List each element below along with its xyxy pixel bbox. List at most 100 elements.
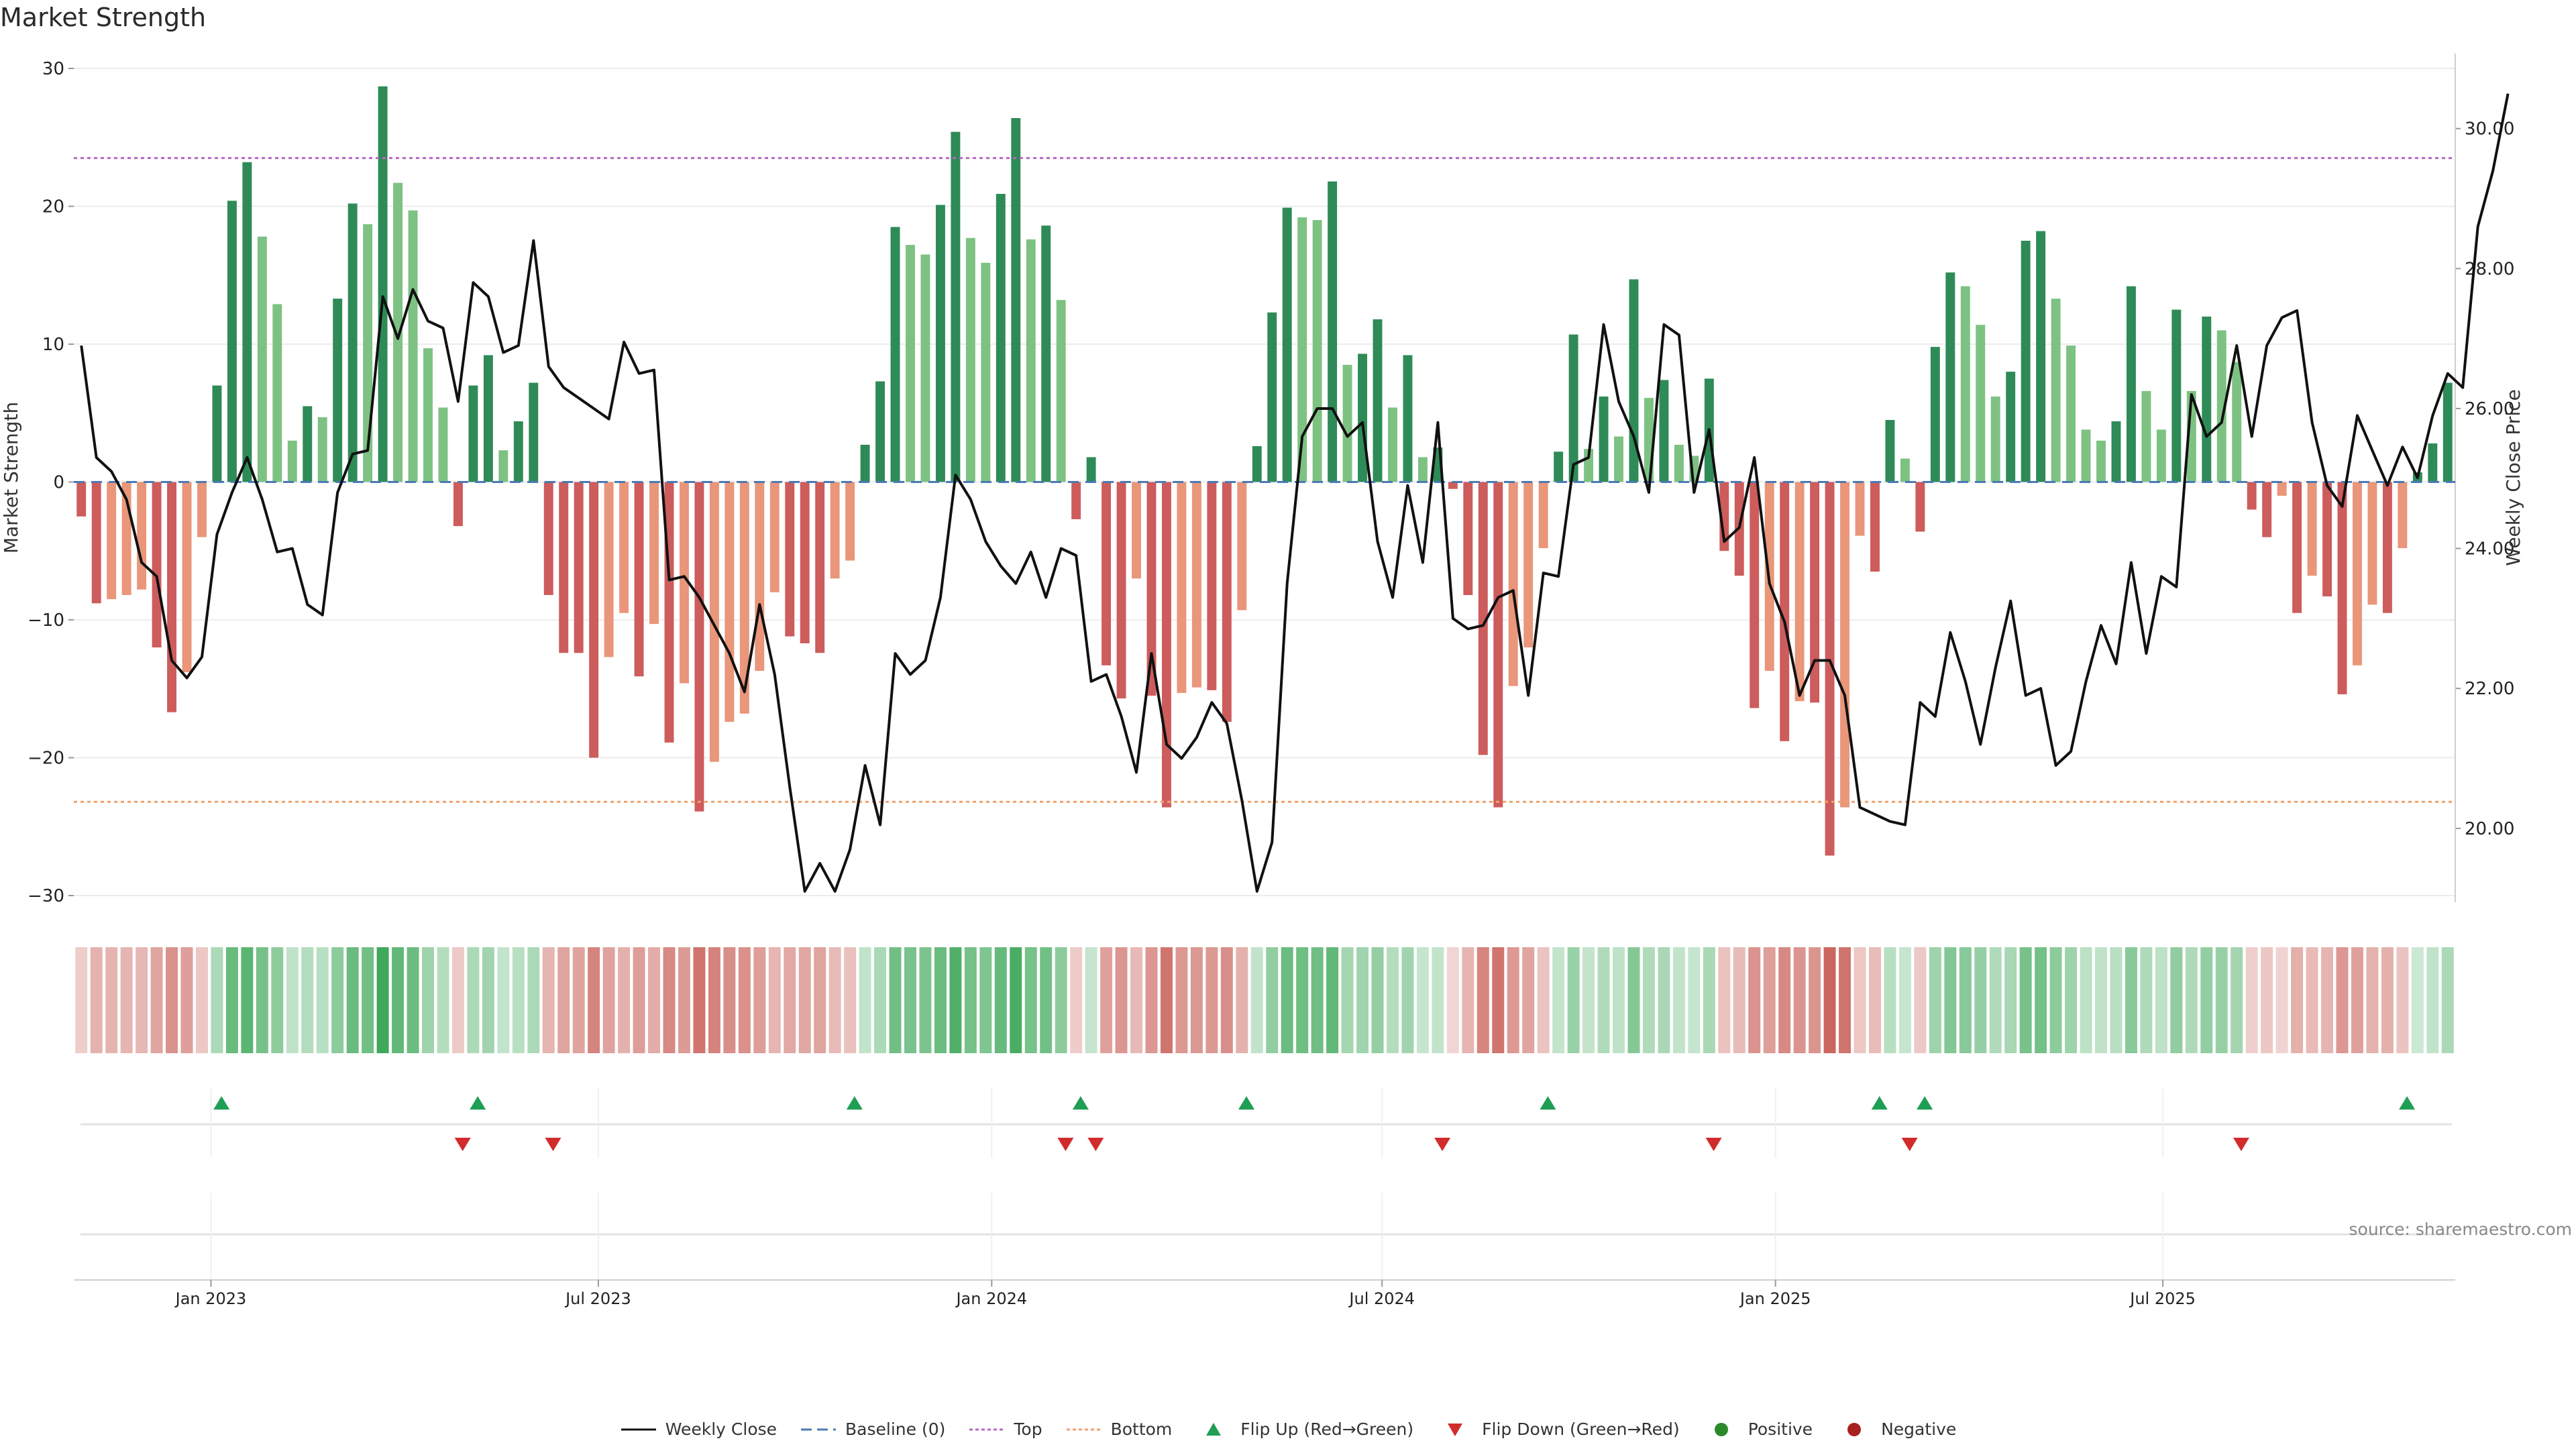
- flip-down-marker: [1705, 1138, 1722, 1151]
- strength-bar: [724, 482, 735, 722]
- heat-cell: [120, 947, 133, 1053]
- heat-cell: [1220, 947, 1233, 1053]
- heat-cell: [1507, 947, 1519, 1053]
- strength-bar: [951, 131, 961, 482]
- heat-cell: [2336, 947, 2349, 1053]
- weekly-close-series: [80, 93, 2510, 893]
- strength-bar: [1960, 286, 1970, 482]
- reference-lines: [74, 157, 2455, 803]
- strength-bar: [1132, 482, 1141, 579]
- x-tick-label: Jan 2025: [1739, 1289, 1811, 1308]
- heat-cell: [211, 947, 223, 1053]
- heat-cell: [557, 947, 570, 1053]
- heat-cell: [1898, 947, 1911, 1053]
- strength-bar: [1750, 482, 1760, 708]
- heat-cell: [542, 947, 555, 1053]
- heat-cell: [588, 947, 600, 1053]
- flip-down-marker: [1057, 1138, 1074, 1151]
- heat-cell: [1793, 947, 1806, 1053]
- strength-bar: [333, 299, 343, 482]
- heat-cell: [451, 947, 464, 1053]
- legend-label: Baseline (0): [845, 1419, 946, 1439]
- strength-bar: [303, 406, 313, 482]
- heat-cell: [376, 947, 389, 1053]
- strength-bar: [619, 482, 629, 613]
- heat-cell: [2261, 947, 2273, 1053]
- x-tick-label: Jan 2024: [955, 1289, 1027, 1308]
- heat-cell: [225, 947, 238, 1053]
- strength-bar: [2428, 443, 2438, 482]
- strength-bar: [438, 407, 448, 482]
- heat-cell: [2080, 947, 2092, 1053]
- heat-cell: [1839, 947, 1851, 1053]
- heat-cell: [1432, 947, 1444, 1053]
- legend-symbol-shape: [1448, 1423, 1463, 1436]
- heat-cell: [663, 947, 676, 1053]
- strength-bar: [2066, 345, 2076, 482]
- heat-cell: [1236, 947, 1248, 1053]
- strength-bar: [2051, 299, 2061, 482]
- strength-bar: [1463, 482, 1473, 596]
- heat-cell: [2065, 947, 2078, 1053]
- strength-bar: [272, 304, 282, 482]
- heat-cell: [1010, 947, 1022, 1053]
- strength-bar: [1870, 482, 1880, 572]
- heat-cell: [2366, 947, 2379, 1053]
- strength-bar: [709, 482, 719, 762]
- strength-bar: [2262, 482, 2272, 537]
- legend-symbol: [1847, 1422, 1862, 1436]
- legend-symbol: [1206, 1422, 1222, 1436]
- strength-bar: [2443, 382, 2453, 482]
- heat-cell: [633, 947, 645, 1053]
- heat-cell: [1115, 947, 1128, 1053]
- legend-item: Negative: [1835, 1419, 1956, 1439]
- strength-bar: [1403, 355, 1413, 482]
- heat-cell: [2275, 947, 2288, 1053]
- heat-cell: [1281, 947, 1293, 1053]
- heat-cell: [1733, 947, 1746, 1053]
- strength-bar: [1056, 300, 1066, 482]
- heat-cell: [2396, 947, 2409, 1053]
- heat-cell: [768, 947, 781, 1053]
- heat-cell: [2004, 947, 2017, 1053]
- strength-bar: [1614, 436, 1623, 482]
- strength-bars: [76, 86, 2453, 856]
- strength-bar: [1388, 407, 1397, 482]
- strength-bar: [1086, 457, 1096, 482]
- strength-bar: [1855, 482, 1865, 536]
- strength-bar: [769, 482, 780, 592]
- heat-cell: [1492, 947, 1505, 1053]
- strength-bar: [1191, 482, 1201, 688]
- heat-cell: [1974, 947, 1987, 1053]
- strength-bar: [1146, 482, 1157, 696]
- strength-bar: [1041, 225, 1051, 482]
- strength-bar: [529, 382, 539, 482]
- heat-cell: [889, 947, 902, 1053]
- strength-bar: [860, 445, 870, 482]
- heat-cell: [1763, 947, 1776, 1053]
- strength-bar: [453, 482, 463, 527]
- heat-cell: [1386, 947, 1399, 1053]
- left-tick-label: −10: [28, 610, 64, 631]
- y-axis-label-right: Weekly Close Price: [2502, 389, 2524, 566]
- strength-bar: [1358, 354, 1368, 482]
- heat-cell: [1522, 947, 1535, 1053]
- heat-cell: [286, 947, 299, 1053]
- heat-cell: [1100, 947, 1113, 1053]
- legend-item: Positive: [1703, 1419, 1813, 1439]
- heat-cell: [2049, 947, 2062, 1053]
- flip-up-marker: [1540, 1096, 1556, 1110]
- strength-bar: [694, 482, 704, 812]
- strength-bar: [1599, 396, 1609, 482]
- strength-bar: [604, 482, 614, 657]
- right-tick-label: 20.00: [2465, 819, 2514, 839]
- heat-cell: [1809, 947, 1821, 1053]
- strength-bar: [167, 482, 177, 712]
- heat-cell: [2215, 947, 2228, 1053]
- flip-up-marker: [1072, 1096, 1089, 1110]
- strength-bar: [197, 482, 207, 537]
- strength-bar: [423, 348, 433, 482]
- legend-label: Weekly Close: [665, 1419, 777, 1439]
- strength-bar: [574, 482, 584, 653]
